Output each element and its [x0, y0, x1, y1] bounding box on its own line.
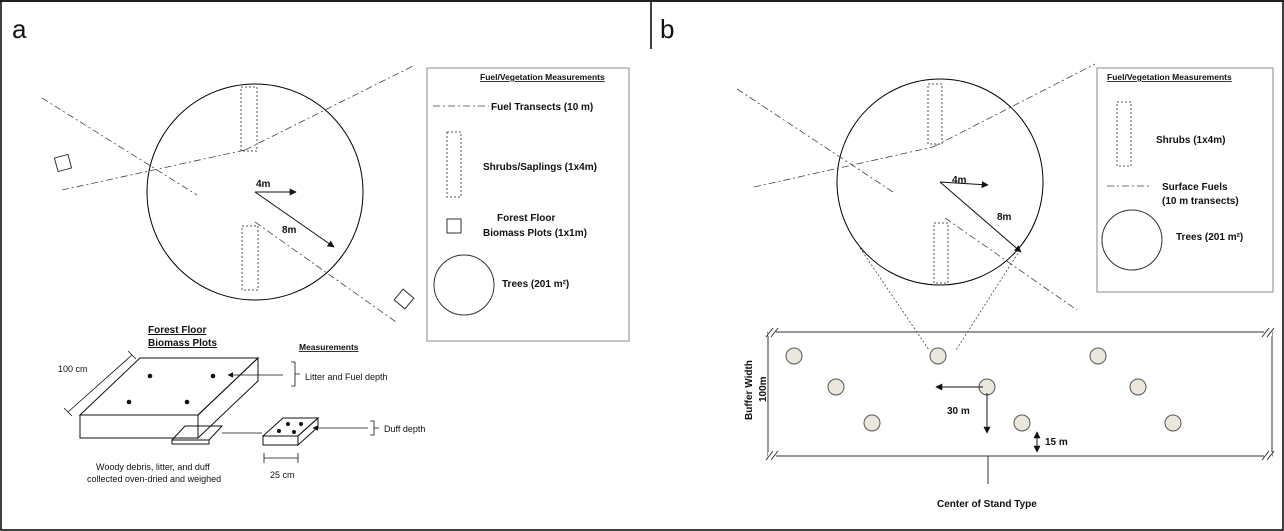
radius-label-4m-b: 4m	[952, 175, 967, 186]
biomass-title-2: Biomass Plots	[148, 338, 217, 349]
litter-fuel-label: Litter and Fuel depth	[305, 372, 388, 382]
legend-b: Fuel/Vegetation Measurements Shrubs (1x4…	[1096, 67, 1274, 293]
panel-a-letter: a	[12, 14, 27, 44]
tree-plot-circle-b	[836, 78, 1044, 286]
biomass-detail: Forest Floor Biomass Plots Measurements …	[58, 325, 425, 484]
panel-b: b 4m 8m Fuel/Vegetation Measurements Shr…	[660, 14, 1275, 510]
legend-a-fuel-transects: Fuel Transects (10 m)	[491, 102, 593, 113]
legend-a-shrubs-saplings: Shrubs/Saplings (1x4m)	[483, 162, 597, 173]
legend-a-box	[426, 67, 630, 342]
duff-dot	[299, 422, 303, 426]
center-of-stand-label: Center of Stand Type	[937, 499, 1037, 510]
spacing-15m-label: 15 m	[1045, 437, 1068, 448]
stand-plot	[785, 347, 803, 365]
panel-a: a 4m 8m Fuel/Vegetation Measurements Fue…	[12, 14, 630, 484]
break-marks	[765, 327, 1275, 461]
biomass-title-1: Forest Floor	[148, 325, 206, 336]
tree-plot-circle	[146, 83, 364, 301]
duff-dot	[286, 422, 290, 426]
legend-b-box	[1096, 67, 1274, 293]
stand-plot	[1164, 414, 1182, 432]
legend-a-title: Fuel/Vegetation Measurements	[480, 72, 605, 82]
stand-plot	[863, 414, 881, 432]
radius-arrow-8m	[254, 191, 335, 248]
radius-arrow-8m-b	[939, 181, 1022, 253]
legend-a-trees-symbol	[433, 254, 495, 316]
radius-arrow-4m-b	[939, 181, 989, 189]
dim-tick	[127, 350, 137, 360]
sample-dot	[184, 399, 190, 405]
stand-plot	[827, 378, 845, 396]
buffer-width-label-2: 100m	[758, 376, 769, 402]
panel-b-letter: b	[660, 14, 674, 44]
stand-plot	[1089, 347, 1107, 365]
stand-plot	[1129, 378, 1147, 396]
forest-floor-plot-right	[393, 288, 415, 310]
size-100cm-label: 100 cm	[58, 364, 88, 374]
legend-b-surface-fuels-1: Surface Fuels	[1162, 182, 1228, 193]
duff-box	[261, 416, 320, 447]
sample-dot	[126, 399, 132, 405]
biomass-measurements-title: Measurements	[299, 342, 359, 352]
fuel-transects	[41, 64, 416, 323]
legend-b-surface-fuels-2: (10 m transects)	[1162, 196, 1239, 207]
radius-label-8m-b: 8m	[997, 212, 1012, 223]
shrub-plot-top	[240, 86, 258, 152]
legend-a: Fuel/Vegetation Measurements Fuel Transe…	[426, 67, 630, 342]
spacing-30m-label: 30 m	[947, 406, 970, 417]
duff-brace	[370, 420, 379, 436]
surface-fuel-transects	[736, 63, 1096, 311]
duff-depth-label: Duff depth	[384, 424, 425, 434]
stand-plot	[929, 347, 947, 365]
biomass-caption-1: Woody debris, litter, and duff	[96, 462, 210, 472]
legend-a-shrub-symbol	[446, 131, 462, 198]
duff-dot	[277, 429, 281, 433]
legend-b-shrubs: Shrubs (1x4m)	[1156, 135, 1225, 146]
shrub-plot-top-b	[927, 83, 943, 145]
forest-floor-plot-left	[53, 153, 73, 173]
buffer-width-label-1: Buffer Width	[744, 360, 755, 420]
large-biomass-box	[78, 356, 260, 440]
shrub-plot-bottom	[241, 225, 259, 291]
radius-label-4m: 4m	[256, 179, 271, 190]
stand-plots	[785, 347, 1182, 432]
legend-b-trees: Trees (201 m²)	[1176, 232, 1243, 243]
sample-dot	[210, 373, 216, 379]
stand-rectangle	[767, 331, 1273, 457]
zoom-lines	[859, 247, 1021, 351]
sample-dot	[147, 373, 153, 379]
litter-brace	[291, 361, 300, 387]
size-25cm-label: 25 cm	[270, 470, 295, 480]
legend-b-trees-symbol	[1101, 209, 1163, 271]
legend-a-biomass-symbol	[446, 218, 462, 234]
legend-b-title: Fuel/Vegetation Measurements	[1107, 72, 1232, 82]
biomass-caption-2: collected oven-dried and weighed	[87, 474, 221, 484]
dim-tick	[63, 407, 73, 417]
radius-label-8m: 8m	[282, 225, 297, 236]
legend-a-trees: Trees (201 m²)	[502, 279, 569, 290]
legend-b-shrub-symbol	[1116, 101, 1132, 167]
duff-dot	[292, 430, 296, 434]
legend-a-forest-floor-2: Biomass Plots (1x1m)	[483, 228, 587, 239]
shrub-plot-bottom-b	[933, 222, 949, 284]
subsample-highlight-side	[171, 439, 210, 445]
dim-line-100cm	[67, 354, 133, 413]
stand-plot	[1013, 414, 1031, 432]
legend-a-forest-floor-1: Forest Floor	[497, 213, 555, 224]
stand-diagram: 30 m 15 m Buffer Width 100m Center of St…	[744, 327, 1275, 510]
